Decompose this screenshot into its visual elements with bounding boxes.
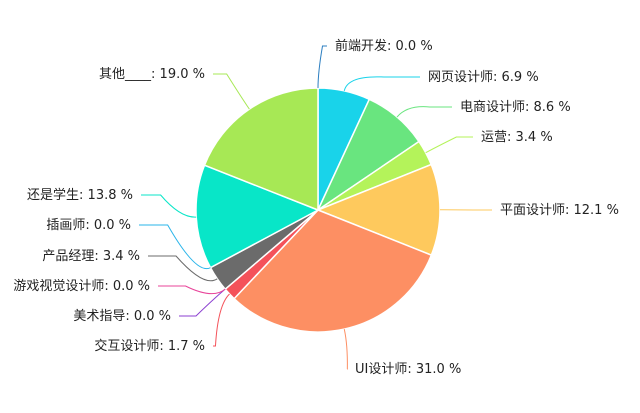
leader-line-5 [343,329,348,370]
slice-label-12: 其他____: 19.0 % [99,67,205,82]
leader-line-6 [213,293,230,347]
slice-label-9: 产品经理: 3.4 % [42,249,140,264]
leader-line-11 [141,194,197,218]
slice-label-10: 插画师: 0.0 % [46,218,131,233]
pie-slice-4[interactable] [315,163,441,257]
slice-label-7: 美术指导: 0.0 % [73,309,171,324]
pie-slice-12[interactable] [203,87,319,212]
slice-label-4: 平面设计师: 12.1 % [500,203,619,218]
slice-label-6: 交互设计师: 1.7 % [94,338,205,354]
slice-label-5: UI设计师: 31.0 % [355,362,461,377]
slice-label-8: 游戏视觉设计师: 0.0 % [13,279,150,294]
pie-slices [195,87,441,333]
leader-line-8 [158,285,226,295]
slice-label-1: 网页设计师: 6.9 % [428,70,539,85]
leader-line-9 [148,255,218,282]
slice-label-3: 运营: 3.4 % [481,130,553,145]
leader-line-3 [425,136,473,154]
pie-labels: 前端开发: 0.0 % 网页设计师: 6.9 % 电商设计师: 8.6 % 运营: 3… [13,38,619,377]
pie-leader-lines [139,45,492,370]
slice-label-0: 前端开发: 0.0 % [335,38,433,54]
slice-label-11: 还是学生: 13.8 % [27,187,133,203]
leader-line-1 [343,76,420,92]
leader-line-2 [396,106,452,118]
slice-label-2: 电商设计师: 8.6 % [460,100,571,115]
leader-line-10 [139,224,211,270]
leader-line-0 [317,45,327,89]
leader-line-12 [213,73,250,110]
